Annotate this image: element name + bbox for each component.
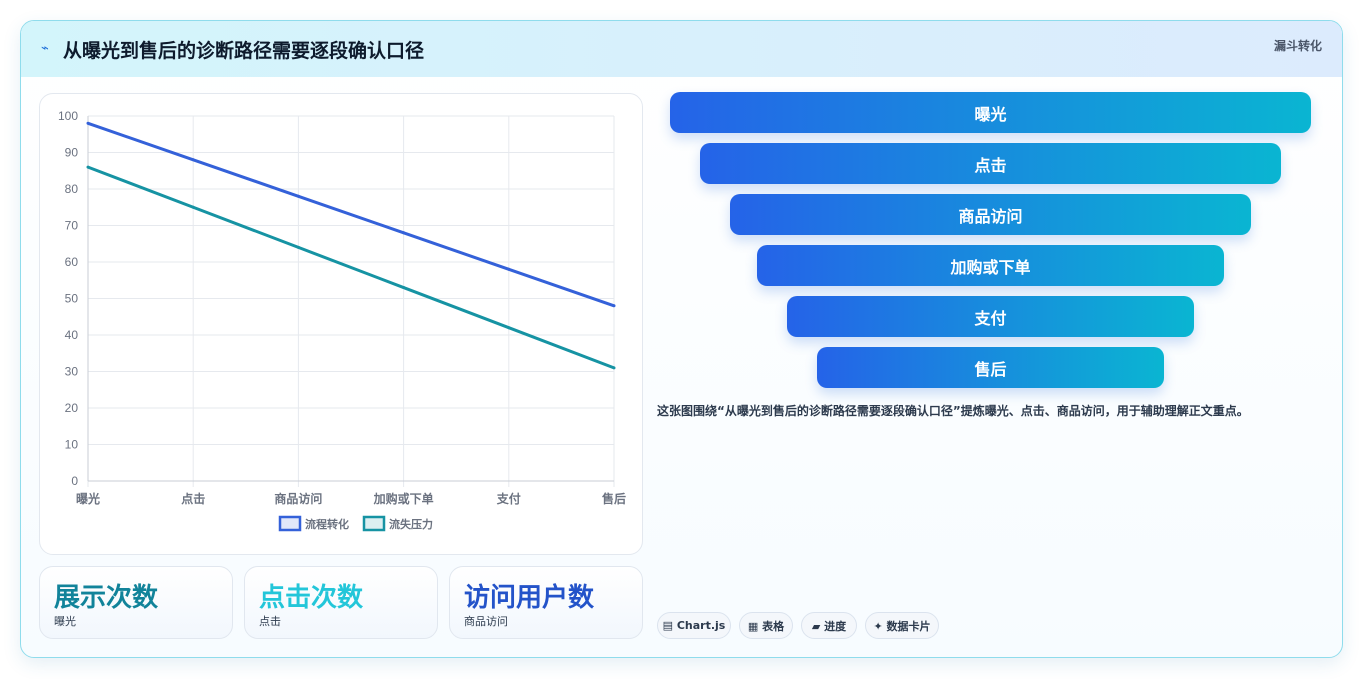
page-title: 从曝光到售后的诊断路径需要逐段确认口径 — [63, 40, 425, 62]
stat-label: 点击 — [259, 615, 281, 628]
stat-label: 商品访问 — [464, 615, 508, 628]
line-chart: 0 10 20 30 40 50 60 70 80 90 100 曝光 点击 商品访问 加购或下单 支付 售后流… — [39, 93, 643, 555]
series-point-1 — [402, 231, 406, 235]
series-point-1 — [86, 121, 90, 125]
chip-progress[interactable]: ▰ 进度 — [801, 612, 857, 639]
chip-table[interactable]: ▦ 表格 — [739, 612, 793, 639]
card-header: ⌁ 从曝光到售后的诊断路径需要逐段确认口径 漏斗转化 — [21, 21, 1342, 77]
y-tick-label: 80 — [65, 182, 79, 196]
series-point-2 — [402, 286, 406, 290]
legend-label: 流失压力 — [389, 517, 433, 531]
funnel-step-aftersale: 售后 — [817, 347, 1164, 388]
legend-swatch — [362, 515, 386, 532]
funnel-card: ⌁ 从曝光到售后的诊断路径需要逐段确认口径 漏斗转化 0 10 20 30 40 50 60… — [20, 20, 1343, 658]
y-tick-label: 20 — [65, 401, 79, 415]
x-tick-label: 支付 — [496, 491, 521, 506]
lightning-icon: ⌁ — [41, 41, 49, 56]
y-tick-label: 30 — [65, 365, 79, 379]
y-tick-label: 70 — [65, 219, 79, 233]
funnel-step-visit: 商品访问 — [730, 194, 1251, 235]
x-tick-label: 点击 — [181, 491, 205, 506]
funnel-step-impression: 曝光 — [670, 92, 1311, 133]
y-tick-label: 100 — [58, 109, 78, 123]
y-tick-label: 10 — [65, 438, 79, 452]
series-point-2 — [296, 245, 300, 249]
y-tick-label: 60 — [65, 255, 79, 269]
series-point-2 — [507, 326, 511, 330]
x-tick-label: 商品访问 — [274, 491, 322, 506]
series-point-1 — [296, 194, 300, 198]
funnel-step-pay: 支付 — [787, 296, 1194, 337]
category-tag: 漏斗转化 — [1273, 39, 1322, 53]
chip-chartjs[interactable]: ▤ Chart.js — [657, 612, 731, 639]
y-tick-label: 90 — [65, 146, 79, 160]
series-point-1 — [191, 158, 195, 162]
chip-data-card[interactable]: ✦ 数据卡片 — [865, 612, 939, 639]
y-tick-label: 40 — [65, 328, 79, 342]
series-point-1 — [507, 267, 511, 271]
series-point-2 — [86, 165, 90, 169]
legend-label: 流程转化 — [305, 517, 349, 531]
x-tick-label: 售后 — [602, 491, 626, 506]
stat-value: 访问用户数 — [464, 583, 595, 613]
chart-caption: 这张图围绕“从曝光到售后的诊断路径需要逐段确认口径”提炼曝光、点击、商品访问，用… — [657, 404, 1249, 418]
y-tick-label: 0 — [71, 474, 78, 488]
series-point-2 — [612, 366, 616, 370]
legend-swatch — [278, 515, 302, 532]
series-point-2 — [191, 205, 195, 209]
series-line-1 — [87, 121, 615, 308]
series-line-2 — [87, 165, 615, 370]
stat-card-visitors: 访问用户数 商品访问 — [449, 566, 643, 639]
series-point-1 — [612, 304, 616, 308]
funnel-step-click: 点击 — [700, 143, 1281, 184]
stat-label: 曝光 — [54, 615, 76, 628]
x-tick-label: 曝光 — [76, 491, 100, 506]
line-chart-svg: 0 10 20 30 40 50 60 70 80 90 100 曝光 点击 商品访问 加购或下单 支付 售后流… — [58, 109, 626, 532]
stat-card-clicks: 点击次数 点击 — [244, 566, 438, 639]
stat-value: 点击次数 — [259, 583, 364, 613]
stat-card-impressions: 展示次数 曝光 — [39, 566, 233, 639]
y-tick-label: 50 — [65, 292, 79, 306]
stat-value: 展示次数 — [54, 583, 159, 613]
funnel-step-cart: 加购或下单 — [757, 245, 1224, 286]
x-tick-label: 加购或下单 — [373, 491, 434, 506]
